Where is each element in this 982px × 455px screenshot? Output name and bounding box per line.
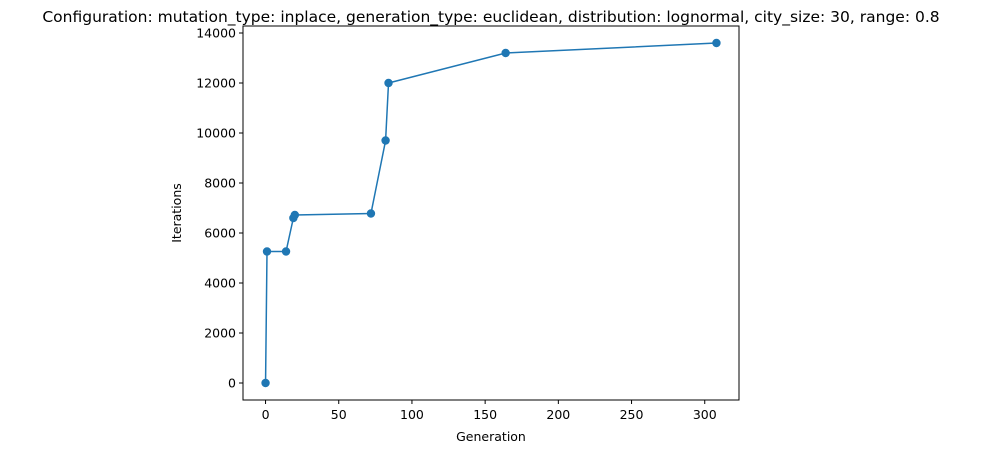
- x-axis: 0 50 100 150 200 250 300: [262, 400, 717, 422]
- x-tick-label: 0: [262, 407, 270, 422]
- plot-frame: [242, 25, 740, 401]
- y-tick-label: 8000: [204, 176, 236, 191]
- data-point: [384, 78, 393, 88]
- y-tick-label: 0: [228, 376, 236, 391]
- data-point: [281, 247, 291, 256]
- data-point: [501, 48, 510, 58]
- data-point: [262, 247, 272, 256]
- data-point: [712, 38, 721, 48]
- y-tick-label: 6000: [204, 226, 236, 241]
- y-tick-label: 12000: [196, 76, 236, 91]
- chart-title: Configuration: mutation_type: inplace, g…: [42, 8, 939, 27]
- x-tick-label: 100: [400, 407, 424, 422]
- data-point: [261, 378, 270, 388]
- x-tick-label: 150: [473, 407, 497, 422]
- y-axis-label: Iterations: [169, 183, 184, 243]
- series-line: [264, 42, 717, 384]
- data-point: [366, 209, 376, 218]
- y-tick-label: 14000: [196, 26, 236, 41]
- data-point: [381, 136, 390, 145]
- x-axis-label: Generation: [456, 429, 526, 444]
- x-tick-label: 50: [331, 407, 347, 422]
- x-tick-label: 300: [693, 407, 717, 422]
- y-tick-label: 4000: [204, 276, 236, 291]
- plot-area: [261, 38, 721, 388]
- y-tick-label: 2000: [204, 326, 236, 341]
- x-tick-label: 200: [546, 407, 570, 422]
- y-tick-label: 10000: [196, 126, 236, 141]
- x-tick-label: 250: [620, 407, 644, 422]
- y-axis: 0 2000 4000 6000 8000 10000 12000 14000: [196, 26, 243, 391]
- data-point: [290, 210, 300, 220]
